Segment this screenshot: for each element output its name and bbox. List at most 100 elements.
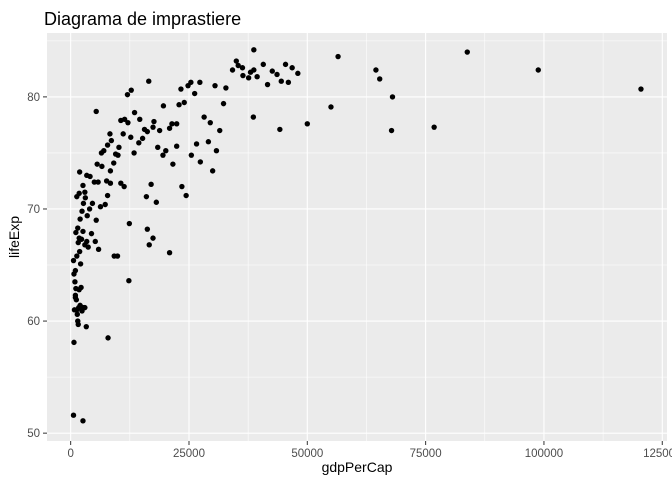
data-point — [71, 339, 77, 346]
data-point — [94, 161, 100, 167]
data-point — [121, 116, 128, 123]
data-point — [76, 248, 83, 255]
y-tick-label: 80 — [27, 92, 40, 104]
data-point — [285, 79, 292, 86]
x-tick-label: 25000 — [173, 448, 205, 460]
data-point — [70, 257, 77, 264]
data-point — [188, 152, 195, 158]
data-point — [183, 192, 189, 199]
data-point — [431, 124, 437, 130]
x-axis-title: gdpPerCap — [322, 459, 393, 475]
data-point — [160, 103, 167, 109]
data-point — [269, 68, 275, 74]
data-point — [166, 249, 173, 256]
data-point — [101, 147, 107, 154]
data-point — [82, 195, 89, 201]
data-point — [240, 72, 246, 79]
data-point — [160, 152, 166, 158]
data-point — [217, 127, 223, 134]
data-point — [71, 307, 78, 313]
data-point — [89, 200, 96, 207]
data-point — [148, 181, 154, 188]
data-point — [247, 69, 254, 75]
data-point — [289, 65, 295, 71]
data-point — [251, 47, 257, 53]
data-point — [233, 58, 240, 64]
data-point — [105, 335, 111, 341]
data-point — [72, 279, 78, 285]
data-point — [78, 284, 84, 291]
data-point — [173, 121, 180, 127]
grid-major — [47, 33, 667, 441]
data-point — [75, 239, 81, 246]
data-point — [79, 208, 85, 214]
data-point — [126, 278, 132, 284]
data-point — [535, 67, 541, 73]
data-point — [131, 109, 138, 116]
data-point — [104, 142, 111, 148]
data-point — [84, 238, 90, 245]
data-point — [245, 75, 252, 81]
data-point — [76, 169, 83, 175]
x-tick-label: 100000 — [525, 448, 563, 460]
data-point — [209, 168, 216, 174]
data-point — [150, 124, 156, 130]
x-tick-label: 125000 — [643, 448, 672, 460]
data-point — [82, 189, 88, 195]
data-point — [87, 173, 93, 180]
data-point — [156, 127, 163, 134]
data-point — [328, 104, 334, 110]
data-point — [207, 119, 213, 126]
data-point — [124, 91, 131, 98]
data-point — [212, 82, 218, 89]
data-point — [146, 78, 152, 84]
data-point — [95, 179, 101, 185]
data-point — [112, 151, 119, 157]
data-point — [250, 114, 257, 120]
data-point — [150, 235, 156, 241]
data-point — [254, 74, 260, 80]
data-point — [295, 70, 301, 77]
data-point — [74, 311, 80, 318]
data-point — [169, 121, 175, 127]
data-point — [264, 81, 271, 88]
data-point — [139, 135, 146, 142]
data-point — [136, 140, 142, 146]
data-point — [278, 78, 284, 84]
x-tick-label: 50000 — [291, 448, 323, 460]
data-point — [153, 199, 160, 205]
data-point — [111, 160, 117, 166]
data-point — [75, 321, 81, 328]
data-point — [114, 253, 121, 259]
data-point — [146, 242, 152, 248]
data-point — [141, 126, 148, 133]
data-point — [70, 412, 77, 418]
data-point — [86, 206, 93, 212]
x-tick-label: 0 — [67, 448, 73, 460]
data-point — [144, 226, 151, 232]
y-axis-title: lifeExp — [6, 216, 22, 258]
data-point — [178, 86, 184, 92]
data-point — [179, 183, 185, 190]
data-point — [77, 216, 83, 222]
data-point — [83, 323, 89, 330]
data-point — [389, 94, 396, 100]
chart-title: Diagrama de imprastiere — [44, 9, 241, 29]
data-point — [76, 190, 82, 196]
data-point — [121, 183, 127, 190]
data-point — [85, 244, 91, 250]
data-point — [205, 139, 212, 145]
data-point — [91, 179, 98, 185]
data-point — [131, 150, 137, 156]
data-point — [97, 204, 104, 210]
data-point — [223, 85, 229, 91]
data-point — [75, 225, 81, 231]
x-axis: 0 25000 50000 75000 100000 125000 — [67, 441, 672, 460]
data-point — [282, 61, 289, 68]
data-point — [120, 131, 126, 137]
data-point — [197, 159, 204, 165]
data-point — [77, 261, 84, 267]
data-point — [92, 238, 98, 245]
